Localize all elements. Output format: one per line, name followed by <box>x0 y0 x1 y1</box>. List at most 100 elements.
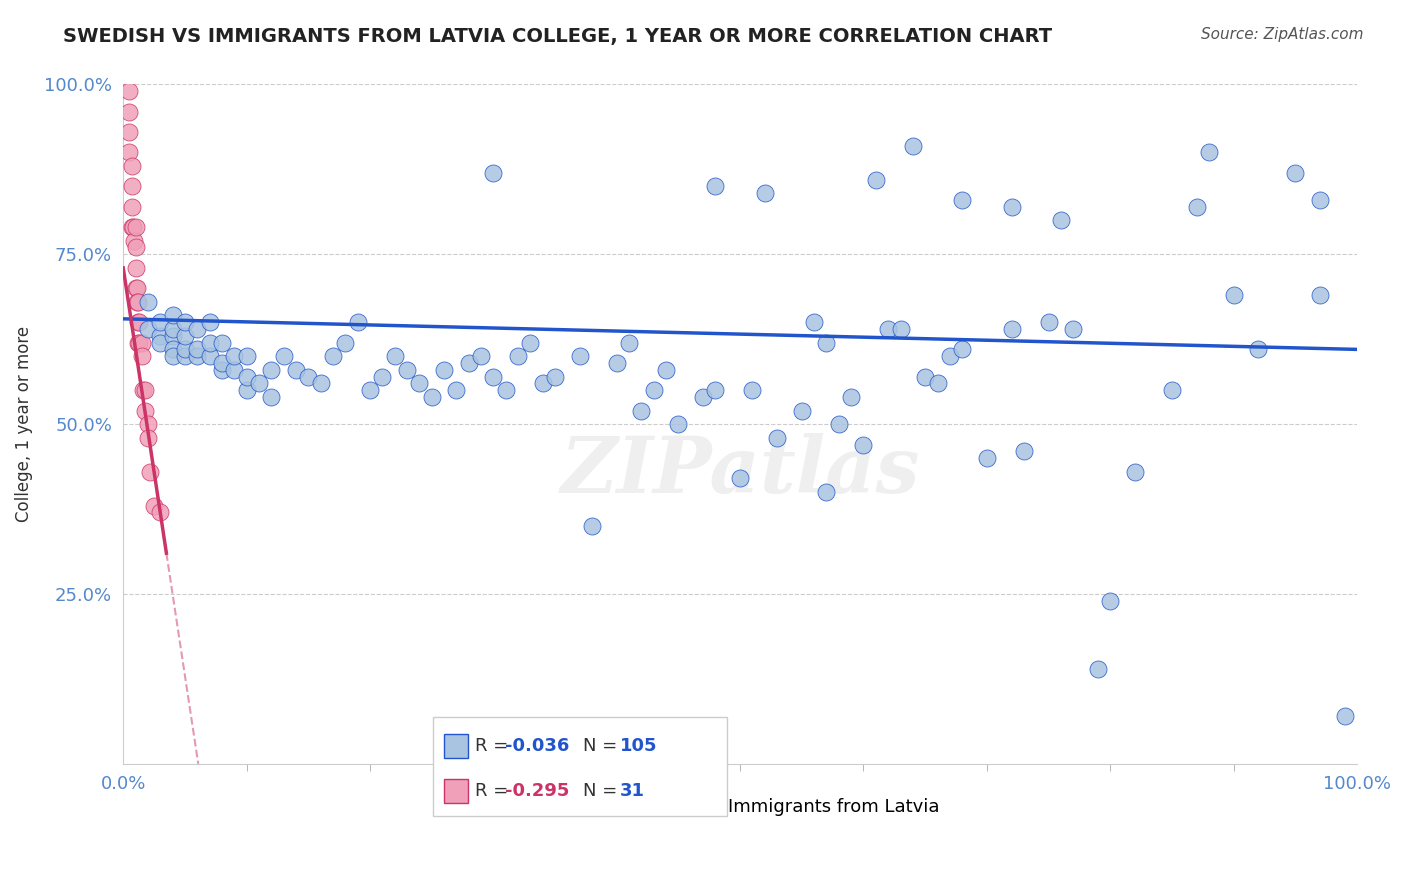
Point <box>127 315 149 329</box>
Point <box>704 179 727 194</box>
Point <box>124 220 146 235</box>
Point <box>741 383 763 397</box>
Point <box>433 363 456 377</box>
Point <box>260 363 283 377</box>
Point <box>395 363 418 377</box>
Point <box>149 328 172 343</box>
Point <box>1099 594 1122 608</box>
Point <box>124 281 146 295</box>
Point <box>889 322 911 336</box>
Text: R =: R = <box>475 782 515 800</box>
Point <box>128 335 150 350</box>
Point <box>901 138 924 153</box>
Point <box>1123 465 1146 479</box>
Point <box>211 335 233 350</box>
Point <box>1087 662 1109 676</box>
Y-axis label: College, 1 year or more: College, 1 year or more <box>15 326 32 522</box>
Point <box>506 349 529 363</box>
Point <box>704 383 727 397</box>
Point <box>359 383 381 397</box>
Point <box>136 417 159 431</box>
Point <box>1247 343 1270 357</box>
Point <box>118 104 141 119</box>
Point <box>839 390 862 404</box>
Point <box>235 383 257 397</box>
Point <box>976 451 998 466</box>
Point <box>1050 213 1073 227</box>
Point <box>1222 288 1244 302</box>
Point <box>127 294 149 309</box>
Point <box>162 328 184 343</box>
Point <box>162 309 184 323</box>
Point <box>865 172 887 186</box>
Point <box>121 200 143 214</box>
Point <box>121 159 143 173</box>
Point <box>630 403 652 417</box>
Point <box>1000 200 1022 214</box>
Point <box>139 465 162 479</box>
Point <box>692 390 714 404</box>
Point <box>1309 193 1331 207</box>
Point <box>371 369 394 384</box>
Point <box>149 505 172 519</box>
Point <box>149 315 172 329</box>
Point <box>877 322 900 336</box>
Point <box>211 363 233 377</box>
Point <box>122 220 145 235</box>
Point <box>408 376 430 391</box>
Point <box>531 376 554 391</box>
Point <box>728 471 751 485</box>
Point <box>297 369 319 384</box>
Point <box>121 220 143 235</box>
Point <box>143 499 166 513</box>
Text: 31: 31 <box>620 782 645 800</box>
Point <box>162 322 184 336</box>
Point <box>927 376 949 391</box>
Point <box>124 234 146 248</box>
Text: -0.295: -0.295 <box>505 782 569 800</box>
Text: SWEDISH VS IMMIGRANTS FROM LATVIA COLLEGE, 1 YEAR OR MORE CORRELATION CHART: SWEDISH VS IMMIGRANTS FROM LATVIA COLLEG… <box>63 27 1053 45</box>
Point <box>1000 322 1022 336</box>
Point <box>1161 383 1184 397</box>
Point <box>198 335 221 350</box>
Point <box>581 519 603 533</box>
Text: ZIPatlas: ZIPatlas <box>561 434 920 510</box>
Point <box>790 403 813 417</box>
Point <box>803 315 825 329</box>
Point <box>482 369 505 384</box>
Point <box>186 349 208 363</box>
Point <box>384 349 406 363</box>
Text: -0.036: -0.036 <box>505 737 569 755</box>
Point <box>766 431 789 445</box>
FancyBboxPatch shape <box>444 734 468 758</box>
Point <box>1062 322 1084 336</box>
Point <box>457 356 479 370</box>
Point <box>1198 145 1220 160</box>
Point <box>1333 709 1355 723</box>
Point <box>1185 200 1208 214</box>
Point <box>134 383 156 397</box>
FancyBboxPatch shape <box>444 779 468 803</box>
Point <box>260 390 283 404</box>
Point <box>519 335 541 350</box>
Point <box>754 186 776 201</box>
Point <box>544 369 567 384</box>
Point <box>815 485 838 500</box>
Point <box>617 335 640 350</box>
Point <box>224 349 246 363</box>
Text: Source: ZipAtlas.com: Source: ZipAtlas.com <box>1201 27 1364 42</box>
Point <box>121 179 143 194</box>
Point <box>643 383 665 397</box>
Point <box>224 363 246 377</box>
Point <box>446 383 468 397</box>
Point <box>655 363 678 377</box>
Point <box>128 315 150 329</box>
Text: 105: 105 <box>620 737 658 755</box>
Point <box>482 166 505 180</box>
Point <box>1038 315 1060 329</box>
Point <box>1284 166 1306 180</box>
Point <box>162 349 184 363</box>
Point <box>174 349 197 363</box>
Point <box>124 240 146 254</box>
Point <box>470 349 492 363</box>
